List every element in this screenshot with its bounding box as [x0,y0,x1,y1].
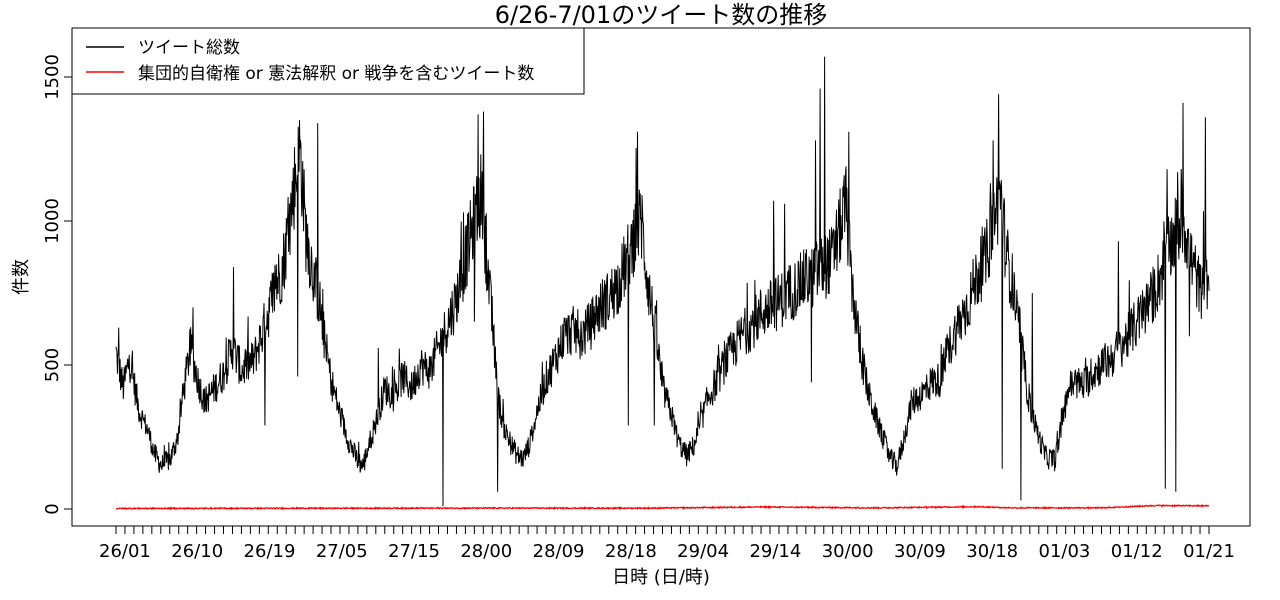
x-tick-label: 28/18 [605,541,657,562]
x-tick-label: 26/10 [171,541,223,562]
legend-label-keyword-tweets: 集団的自衛権 or 憲法解釈 or 戦争を含むツイート数 [138,63,534,84]
plot-area-frame [71,27,1251,527]
y-tick-label: 500 [42,348,63,382]
y-tick-label: 0 [42,503,63,514]
x-tick-label: 26/01 [99,541,151,562]
x-tick-label: 01/03 [1039,541,1091,562]
x-tick-label: 01/21 [1183,541,1235,562]
legend-label-total-tweets: ツイート総数 [138,38,240,58]
series-line-total-tweets [115,56,1210,507]
x-tick-label: 29/04 [677,541,729,562]
x-tick-label: 29/14 [749,541,801,562]
y-axis: 0 500 1000 1500 [42,54,73,515]
series-layer [115,56,1210,511]
y-tick-label: 1000 [42,198,63,244]
x-tick-label: 01/12 [1111,541,1163,562]
x-tick-label: 30/09 [894,541,946,562]
legend: ツイート総数 集団的自衛権 or 憲法解釈 or 戦争を含むツイート数 [71,27,585,95]
x-tick-label: 28/09 [533,541,585,562]
y-axis-label: 件数 [11,259,32,295]
y-tick-label: 1500 [42,54,63,100]
series-line-keyword-tweets [116,504,1210,511]
x-axis-label: 日時 (日/時) [612,567,710,588]
chart-title: 6/26-7/01のツイート数の推移 [495,1,827,29]
x-tick-label: 26/19 [244,541,296,562]
legend-box [71,27,585,95]
x-axis: 26/01 26/10 26/19 27/05 27/15 28/00 28/09 28/18… [99,525,1235,562]
x-tick-label: 28/00 [460,541,512,562]
x-tick-label: 27/15 [388,541,440,562]
x-tick-label: 27/05 [316,541,368,562]
x-tick-label: 30/00 [822,541,874,562]
x-tick-label: 30/18 [966,541,1018,562]
